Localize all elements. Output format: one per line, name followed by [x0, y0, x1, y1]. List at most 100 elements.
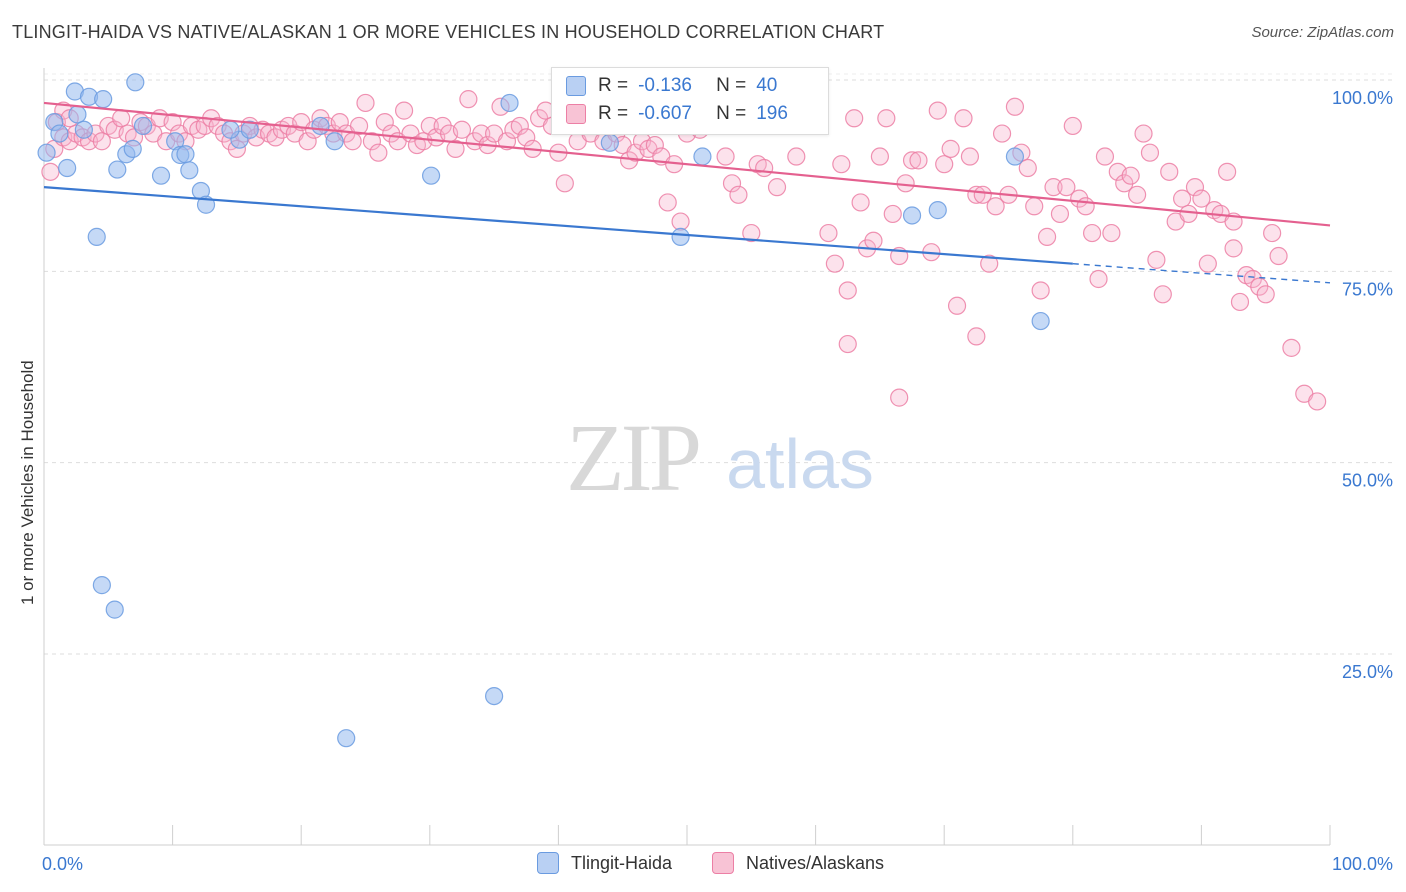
natives-alaskans-point — [517, 128, 536, 147]
natives-alaskans-point — [896, 174, 915, 193]
natives-alaskans-point — [446, 139, 465, 158]
tick-labels: 25.0% 50.0% 75.0% 100.0% 0.0% 100.0% — [42, 88, 1393, 874]
tlingit-haida-trend-line — [43, 186, 1073, 265]
natives-alaskans-point — [877, 109, 896, 128]
natives-alaskans-point — [1031, 281, 1050, 300]
natives-alaskans-point — [459, 90, 478, 109]
natives-alaskans-point — [92, 132, 111, 151]
natives-alaskans-point — [742, 223, 761, 243]
natives-alaskans-point — [1147, 250, 1166, 269]
natives-alaskans-point — [1153, 285, 1172, 304]
chart-title: TLINGIT-HAIDA VS NATIVE/ALASKAN 1 OR MOR… — [12, 22, 885, 42]
natives-alaskans-point — [1025, 197, 1044, 216]
natives-alaskans-point — [1121, 166, 1140, 185]
tlingit-haida-point — [176, 145, 195, 164]
source-label: Source: ZipAtlas.com — [1251, 24, 1394, 41]
natives-alaskans-point — [510, 116, 529, 136]
legend-r-value: -0.607 — [638, 103, 692, 124]
tlingit-haida-point — [221, 120, 240, 139]
natives-alaskans-point — [497, 132, 517, 151]
tlingit-haida-point — [180, 161, 199, 180]
natives-alaskans-point — [1192, 189, 1211, 208]
tlingit-haida-point — [1005, 147, 1025, 166]
natives-alaskans-point — [838, 281, 857, 300]
natives-alaskans-point — [1082, 223, 1102, 243]
natives-alaskans-point — [163, 112, 182, 132]
y-tick-label: 25.0% — [1342, 662, 1393, 682]
x-tick-label: 100.0% — [1332, 854, 1393, 874]
natives-alaskans-point — [369, 143, 388, 162]
tlingit-haida-point — [68, 105, 87, 124]
natives-alaskans-point — [960, 147, 980, 166]
legend-r-label: R = — [598, 75, 629, 96]
tlingit-haida-point — [1031, 311, 1050, 331]
natives-alaskans-point — [1282, 338, 1301, 357]
tlingit-haida-point — [337, 729, 356, 748]
natives-alaskans-point — [928, 101, 947, 120]
natives-alaskans-point — [1050, 204, 1070, 224]
natives-alaskans-point — [1134, 124, 1153, 143]
natives-alaskans-point — [729, 185, 748, 204]
tlingit-haida-point — [126, 73, 145, 92]
natives-alaskans-point — [394, 101, 414, 120]
tlingit-haida-point — [311, 116, 330, 136]
legend-n-value: 196 — [756, 103, 788, 124]
legend-swatch-natives — [566, 104, 586, 124]
tlingit-haida-point — [108, 160, 127, 179]
tlingit-haida-point — [50, 124, 69, 143]
natives-alaskans-point — [375, 112, 394, 132]
natives-alaskans-point — [1218, 162, 1237, 181]
watermark-zip: ZIP — [566, 404, 699, 511]
natives-alaskans-point — [1076, 197, 1095, 216]
natives-alaskans-point — [722, 174, 742, 193]
legend-n-value: 40 — [756, 75, 778, 96]
natives-alaskans-point — [1224, 239, 1243, 258]
natives-alaskans-point — [1102, 223, 1121, 243]
natives-alaskans-point — [1089, 269, 1108, 289]
bottom-legend-swatch-tlingit — [537, 852, 559, 874]
natives-alaskans-point — [112, 109, 131, 128]
natives-alaskans-point — [658, 193, 677, 212]
legend-r-value: -0.136 — [638, 75, 692, 96]
natives-alaskans-point — [967, 327, 986, 346]
natives-alaskans-point — [1127, 185, 1147, 204]
tlingit-haida-point — [87, 227, 106, 246]
tlingit-haida-point — [485, 686, 504, 706]
natives-alaskans-point — [838, 334, 857, 354]
natives-alaskans-point — [825, 254, 844, 273]
natives-alaskans-point — [41, 162, 60, 181]
tlingit-haida-point — [123, 139, 142, 158]
legend-row-natives: R = -0.607 N = 196 — [566, 102, 788, 126]
axes — [43, 68, 1331, 846]
natives-alaskans-point — [1018, 158, 1037, 178]
natives-alaskans-point — [935, 155, 954, 174]
tlingit-haida-point — [58, 158, 77, 178]
natives-alaskans-trend-line — [43, 101, 1331, 227]
watermark: ZIP atlas — [566, 404, 874, 511]
natives-alaskans-point — [349, 116, 369, 136]
natives-alaskans-point — [1198, 254, 1217, 273]
natives-alaskans-point — [851, 193, 870, 212]
bottom-legend-natives[interactable]: Natives/Alaskans — [712, 852, 884, 874]
trend-lines — [43, 101, 1331, 284]
natives-alaskans-point — [890, 388, 909, 407]
tlingit-haida-point — [240, 120, 259, 139]
natives-alaskans-point — [356, 93, 375, 113]
natives-alaskans-point — [980, 254, 999, 273]
tlingit-haida-point — [325, 132, 344, 151]
natives-alaskans-point — [870, 147, 890, 166]
tlingit-haida-point — [94, 90, 113, 109]
natives-alaskans-point — [909, 151, 928, 170]
legend-n-label: N = — [716, 103, 747, 124]
y-tick-label: 100.0% — [1332, 88, 1393, 108]
natives-alaskans-point — [755, 158, 774, 178]
tlingit-haida-point — [693, 147, 712, 166]
natives-alaskans-point — [1263, 223, 1282, 243]
bottom-legend-tlingit[interactable]: Tlingit-Haida — [537, 852, 672, 874]
watermark-atlas: atlas — [726, 425, 874, 503]
natives-alaskans-point — [1173, 189, 1192, 208]
natives-alaskans-point — [362, 132, 382, 151]
tlingit-haida-point — [133, 116, 153, 136]
natives-alaskans-point — [787, 147, 806, 166]
natives-alaskans-point — [1057, 178, 1076, 197]
